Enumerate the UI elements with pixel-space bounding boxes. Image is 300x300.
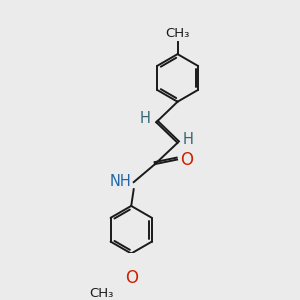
Text: CH₃: CH₃	[165, 27, 190, 40]
Text: H: H	[183, 131, 194, 146]
Text: O: O	[125, 268, 138, 286]
Text: CH₃: CH₃	[89, 287, 114, 300]
Text: H: H	[140, 111, 151, 126]
Text: O: O	[180, 151, 193, 169]
Text: NH: NH	[110, 174, 131, 189]
